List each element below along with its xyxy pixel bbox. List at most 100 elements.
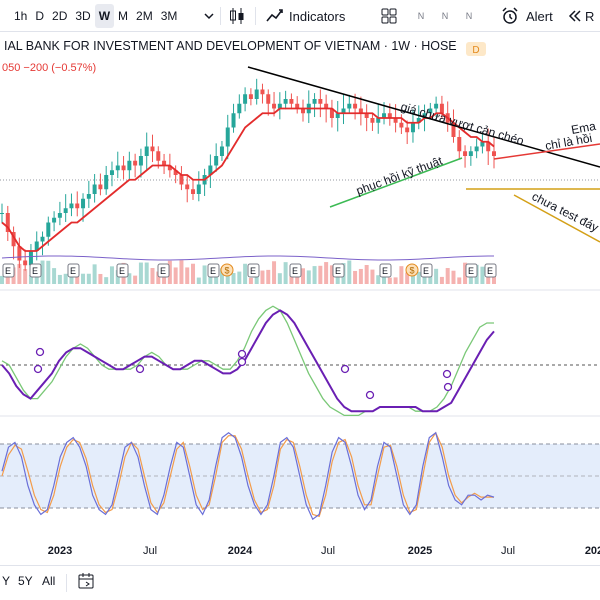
- timeframe-2m[interactable]: 2M: [136, 9, 153, 23]
- candle: [237, 103, 242, 114]
- annotation-resistance[interactable]: giá chưa vượt cản chéo: [399, 99, 526, 148]
- candle: [358, 108, 363, 114]
- candle: [266, 94, 271, 104]
- layout-grid-icon[interactable]: [380, 7, 398, 25]
- ema-trendline[interactable]: [493, 143, 600, 160]
- indicators-button[interactable]: Indicators: [265, 4, 345, 28]
- candle: [387, 113, 392, 118]
- range-all[interactable]: All: [42, 574, 56, 588]
- ema-line: [1, 107, 495, 252]
- annotation-ema[interactable]: Ema: [570, 119, 597, 137]
- earnings-marker-bg: [247, 263, 260, 278]
- earnings-marker-bg: [332, 263, 345, 278]
- macd-cross-marker: [35, 347, 45, 357]
- volume-bar: [405, 272, 410, 284]
- support-trendline[interactable]: [329, 157, 463, 208]
- earnings-marker: E: [468, 266, 474, 276]
- bottom-projection-line[interactable]: [513, 194, 600, 243]
- volume-bar: [318, 265, 323, 284]
- dividend-marker-bg: [405, 263, 419, 277]
- candle: [439, 103, 444, 114]
- earnings-marker-bg: [420, 263, 433, 278]
- calendar-icon[interactable]: [77, 572, 95, 590]
- volume-bar: [109, 266, 114, 284]
- indicators-label: Indicators: [289, 8, 346, 24]
- timeframe-2d[interactable]: 2D: [52, 9, 68, 23]
- volume-bar: [451, 270, 456, 284]
- candle: [335, 113, 340, 118]
- annotation-only-recovery[interactable]: chỉ là hồi: [544, 131, 593, 153]
- mode-button-2[interactable]: N: [441, 11, 449, 21]
- candle: [162, 160, 167, 166]
- x-tick-label: 202: [585, 545, 600, 557]
- resistance-trendline[interactable]: [247, 66, 600, 168]
- macd-cross-marker: [365, 390, 375, 400]
- candle: [295, 103, 300, 109]
- candle: [312, 99, 317, 104]
- volume-bar: [347, 260, 352, 284]
- candle: [428, 108, 433, 114]
- candle: [28, 251, 33, 266]
- price-chart[interactable]: IAL BANK FOR INVESTMENT AND DEVELOPMENT …: [0, 32, 600, 565]
- chevron-down-icon[interactable]: [202, 6, 216, 26]
- candle: [52, 217, 57, 223]
- timeframe-m[interactable]: M: [118, 9, 129, 23]
- timeframe-d[interactable]: D: [35, 9, 45, 23]
- alert-button[interactable]: Alert: [500, 4, 553, 28]
- event-markers: E E E E E E E E E E E E E $ $: [2, 263, 497, 278]
- volume-bar: [28, 275, 33, 284]
- candle: [127, 160, 132, 171]
- earnings-marker-bg: [29, 263, 42, 278]
- candles-icon[interactable]: [229, 7, 245, 25]
- candle: [167, 165, 172, 171]
- x-tick-label: Jul: [501, 545, 515, 557]
- earnings-marker: E: [70, 266, 76, 276]
- volume-bar: [272, 261, 277, 284]
- volume-bar: [457, 277, 462, 284]
- candle: [63, 208, 68, 213]
- candle: [144, 146, 149, 156]
- candle: [434, 103, 439, 109]
- legend-badge: D: [472, 45, 479, 56]
- dividend-marker: $: [224, 266, 229, 276]
- time-axis: 2023 Jul 2024 Jul 2025 Jul 202: [48, 545, 600, 557]
- candle: [156, 151, 161, 161]
- volume-bar: [34, 274, 39, 284]
- annotation-recovery[interactable]: phục hồi kỹ thuật: [354, 153, 445, 197]
- candle: [422, 113, 427, 118]
- timeframe-1h[interactable]: 1h: [14, 9, 28, 23]
- volume-bar: [219, 268, 224, 284]
- timeframe-3m[interactable]: 3M: [160, 9, 178, 23]
- mode-button-3[interactable]: N: [465, 11, 473, 21]
- range-1y[interactable]: Y: [2, 574, 11, 588]
- volume-bar: [300, 268, 305, 284]
- macd-cross-marker: [443, 382, 453, 392]
- candle: [69, 203, 74, 209]
- candle: [457, 137, 462, 152]
- volume-bar: [231, 272, 236, 284]
- range-5y[interactable]: 5Y: [18, 574, 33, 588]
- candle: [98, 184, 103, 190]
- volume-bar: [439, 276, 444, 284]
- volume-bar: [410, 270, 415, 284]
- volume-bar: [237, 271, 242, 284]
- candle: [0, 213, 4, 214]
- timeframe-3d[interactable]: 3D: [75, 9, 91, 23]
- timeframe-group: 1h D 2D 3D W M 2M 3M: [0, 4, 181, 28]
- timeframe-w[interactable]: W: [94, 4, 115, 28]
- volume-bar: [179, 260, 184, 284]
- macd-cross-marker: [237, 349, 247, 359]
- mode-button-1[interactable]: N: [417, 11, 425, 21]
- candle: [463, 151, 468, 156]
- volume-bar: [324, 262, 329, 284]
- volume-bar: [167, 260, 172, 284]
- timeframe-partial[interactable]: [0, 4, 10, 28]
- annotation-no-bottom-test[interactable]: chưa test đáy: [530, 189, 600, 235]
- candle: [382, 113, 387, 118]
- candle: [219, 146, 224, 156]
- candle: [11, 232, 16, 247]
- bottom-bar: Y 5Y All: [0, 565, 600, 600]
- replay-button[interactable]: R: [568, 4, 594, 28]
- macd-cross-markers: [33, 347, 453, 400]
- volume-bar: [434, 268, 439, 284]
